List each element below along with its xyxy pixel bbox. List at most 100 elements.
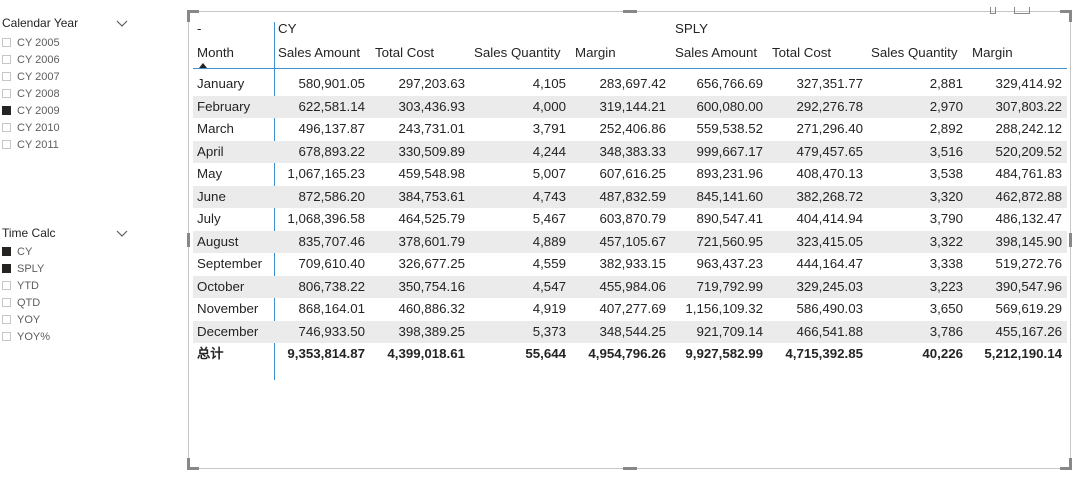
table-cell[interactable]: 455,167.26	[995, 323, 1062, 339]
table-cell[interactable]: 3,791	[532, 121, 566, 136]
table-cell[interactable]: 464,525.79	[398, 211, 465, 226]
table-cell[interactable]: 398,389.25	[398, 323, 465, 339]
table-cell[interactable]: 721,560.95	[696, 233, 763, 249]
column-header[interactable]: Sales Amount	[675, 45, 758, 60]
table-cell[interactable]: 4,105	[532, 76, 566, 91]
table-cell[interactable]: 4,000	[532, 98, 566, 114]
table-cell[interactable]: 350,754.16	[398, 278, 465, 294]
row-header-month[interactable]: August	[197, 233, 239, 249]
slicer-option[interactable]: CY 2006	[0, 52, 130, 69]
checkbox-unchecked-icon[interactable]	[2, 89, 11, 98]
column-header[interactable]: Total Cost	[375, 45, 435, 60]
calendar-year-slicer-header[interactable]: Calendar Year	[0, 14, 130, 32]
table-cell[interactable]: 487,832.59	[599, 188, 666, 204]
table-cell[interactable]: 746,933.50	[298, 323, 365, 339]
table-cell[interactable]: 806,738.22	[298, 278, 365, 294]
row-header-month[interactable]: November	[197, 301, 259, 316]
resize-handle-left[interactable]	[187, 233, 190, 247]
table-cell[interactable]: 444,164.47	[796, 256, 863, 271]
table-cell[interactable]: 5,467	[532, 211, 566, 226]
checkbox-unchecked-icon[interactable]	[2, 140, 11, 149]
pin-icon[interactable]	[989, 7, 996, 14]
slicer-option[interactable]: CY 2005	[0, 35, 130, 52]
table-cell[interactable]: 297,203.63	[398, 76, 465, 91]
table-cell[interactable]: 404,414.94	[796, 211, 863, 226]
table-cell[interactable]: 303,436.93	[398, 98, 465, 114]
resize-handle-top-left[interactable]	[187, 10, 199, 22]
table-cell[interactable]: 382,268.72	[796, 188, 863, 204]
table-cell[interactable]: 408,470.13	[796, 166, 863, 181]
table-cell[interactable]: 329,245.03	[796, 278, 863, 294]
table-cell[interactable]: 603,870.79	[599, 211, 666, 226]
chevron-down-icon[interactable]	[116, 17, 128, 29]
row-header-month[interactable]: June	[197, 188, 226, 204]
table-cell[interactable]: 893,231.96	[696, 166, 763, 181]
table-cell[interactable]: 4,743	[532, 188, 566, 204]
table-cell[interactable]: 455,984.06	[599, 278, 666, 294]
table-cell[interactable]: 3,322	[929, 233, 963, 249]
table-cell[interactable]: 656,766.69	[696, 76, 763, 91]
table-cell[interactable]: 835,707.46	[298, 233, 365, 249]
slicer-option[interactable]: CY 2011	[0, 137, 130, 154]
slicer-option[interactable]: YOY	[0, 312, 130, 329]
table-cell[interactable]: 3,538	[929, 166, 963, 181]
table-cell[interactable]: 2,970	[929, 98, 963, 114]
table-cell[interactable]: 4,889	[532, 233, 566, 249]
slicer-option[interactable]: CY 2009	[0, 103, 130, 120]
table-cell[interactable]: 382,933.15	[599, 256, 666, 271]
table-cell[interactable]: 580,901.05	[298, 76, 365, 91]
table-cell[interactable]: 348,383.33	[599, 143, 666, 159]
table-cell[interactable]: 407,277.69	[599, 301, 666, 316]
group-header-cy[interactable]: CY	[278, 21, 297, 36]
table-cell[interactable]: 384,753.61	[398, 188, 465, 204]
table-cell[interactable]: 460,886.32	[398, 301, 465, 316]
table-cell[interactable]: 459,548.98	[398, 166, 465, 181]
matrix-visual-frame[interactable]	[187, 7, 1072, 470]
sort-ascending-icon[interactable]	[199, 63, 207, 68]
slicer-option[interactable]: CY 2008	[0, 86, 130, 103]
checkbox-unchecked-icon[interactable]	[2, 315, 11, 324]
table-cell[interactable]: 484,761.83	[995, 166, 1062, 181]
table-cell[interactable]: 323,415.05	[796, 233, 863, 249]
row-header-month[interactable]: October	[197, 278, 245, 294]
slicer-option[interactable]: YOY%	[0, 329, 130, 346]
focus-mode-icon[interactable]	[1014, 7, 1030, 14]
checkbox-unchecked-icon[interactable]	[2, 123, 11, 132]
table-cell[interactable]: 2,892	[929, 121, 963, 136]
table-cell[interactable]: 319,144.21	[599, 98, 666, 114]
group-header-sply[interactable]: SPLY	[675, 21, 709, 36]
table-cell[interactable]: 5,373	[532, 323, 566, 339]
table-cell[interactable]: 607,616.25	[599, 166, 666, 181]
table-cell[interactable]: 999,667.17	[696, 143, 763, 159]
table-cell[interactable]: 4,244	[532, 143, 566, 159]
resize-handle-bottom-right[interactable]	[1060, 458, 1072, 470]
table-cell[interactable]: 329,414.92	[995, 76, 1062, 91]
table-cell[interactable]: 326,677.25	[398, 256, 465, 271]
table-cell[interactable]: 486,132.47	[995, 211, 1062, 226]
table-cell[interactable]: 243,731.01	[398, 121, 465, 136]
column-header[interactable]: Margin	[575, 45, 616, 60]
column-header[interactable]: Total Cost	[772, 45, 832, 60]
table-cell[interactable]: 4,547	[532, 278, 566, 294]
checkbox-checked-icon[interactable]	[2, 247, 11, 256]
resize-handle-bottom[interactable]	[623, 467, 637, 470]
table-cell[interactable]: 288,242.12	[995, 121, 1062, 136]
table-cell[interactable]: 890,547.41	[696, 211, 763, 226]
table-cell[interactable]: 921,709.14	[696, 323, 763, 339]
table-cell[interactable]: 466,541.88	[796, 323, 863, 339]
table-cell[interactable]: 3,338	[929, 256, 963, 271]
checkbox-checked-icon[interactable]	[2, 264, 11, 273]
row-header-month[interactable]: January	[197, 76, 245, 91]
row-header-month[interactable]: April	[197, 143, 224, 159]
table-cell[interactable]: 678,893.22	[298, 143, 365, 159]
table-cell[interactable]: 559,538.52	[696, 121, 763, 136]
resize-handle-right[interactable]	[1069, 233, 1072, 247]
table-cell[interactable]: 3,320	[929, 188, 963, 204]
table-cell[interactable]: 719,792.99	[696, 278, 763, 294]
table-cell[interactable]: 3,786	[929, 323, 963, 339]
table-cell[interactable]: 963,437.23	[696, 256, 763, 271]
slicer-option[interactable]: QTD	[0, 295, 130, 312]
resize-handle-top[interactable]	[623, 10, 637, 13]
table-cell[interactable]: 1,156,109.32	[685, 301, 763, 316]
slicer-option[interactable]: YTD	[0, 278, 130, 295]
